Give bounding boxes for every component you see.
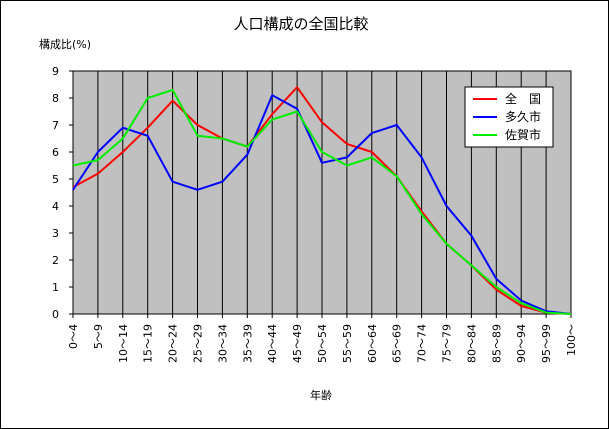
chart-title: 人口構成の全国比較	[233, 15, 368, 33]
x-axis-label: 年齢	[310, 388, 332, 402]
y-tick-label: 4	[52, 200, 59, 213]
x-tick-label: 30～34	[216, 324, 229, 363]
x-tick-label: 85～89	[490, 324, 503, 363]
y-tick-label: 2	[52, 254, 59, 267]
y-axis-label: 構成比(%)	[39, 38, 91, 51]
x-tick-label: 35～39	[241, 324, 254, 363]
x-tick-label: 50～54	[316, 324, 329, 363]
legend-label: 多久市	[505, 109, 541, 124]
x-tick-label: 5～9	[92, 324, 105, 349]
y-tick-label: 1	[52, 281, 59, 294]
legend-label: 佐賀市	[505, 127, 541, 142]
series-line-3	[72, 88, 572, 315]
y-tick-label: 6	[52, 146, 59, 159]
x-tick-label: 0～4	[67, 324, 80, 349]
x-tick-label: 10～14	[117, 324, 130, 363]
y-tick-label: 8	[52, 92, 59, 105]
y-tick-label: 3	[52, 227, 59, 240]
x-tick-label: 45～49	[291, 324, 304, 363]
x-tick-label: 75～79	[441, 324, 454, 363]
series-line-2	[72, 94, 572, 315]
x-tick-label: 90～94	[515, 324, 528, 363]
y-tick-label: 0	[52, 308, 59, 321]
x-tick-label: 25～29	[192, 324, 205, 363]
x-tick-label: 15～19	[142, 324, 155, 363]
legend-label: 全 国	[505, 91, 541, 106]
x-tick-label: 60～64	[366, 324, 379, 363]
x-tick-label: 40～44	[266, 324, 279, 363]
x-tick-label: 70～74	[416, 324, 429, 363]
x-tick-label: 20～24	[167, 324, 180, 363]
x-tick-label: 100～	[565, 324, 578, 356]
y-tick-label: 5	[52, 173, 59, 186]
series-line-1	[72, 86, 572, 315]
x-tick-label: 65～69	[391, 324, 404, 363]
y-tick-label: 9	[52, 65, 59, 78]
x-tick-label: 80～84	[465, 324, 478, 363]
y-tick-label: 7	[52, 119, 59, 132]
x-tick-label: 95～99	[540, 324, 553, 363]
x-tick-label: 55～59	[341, 324, 354, 363]
